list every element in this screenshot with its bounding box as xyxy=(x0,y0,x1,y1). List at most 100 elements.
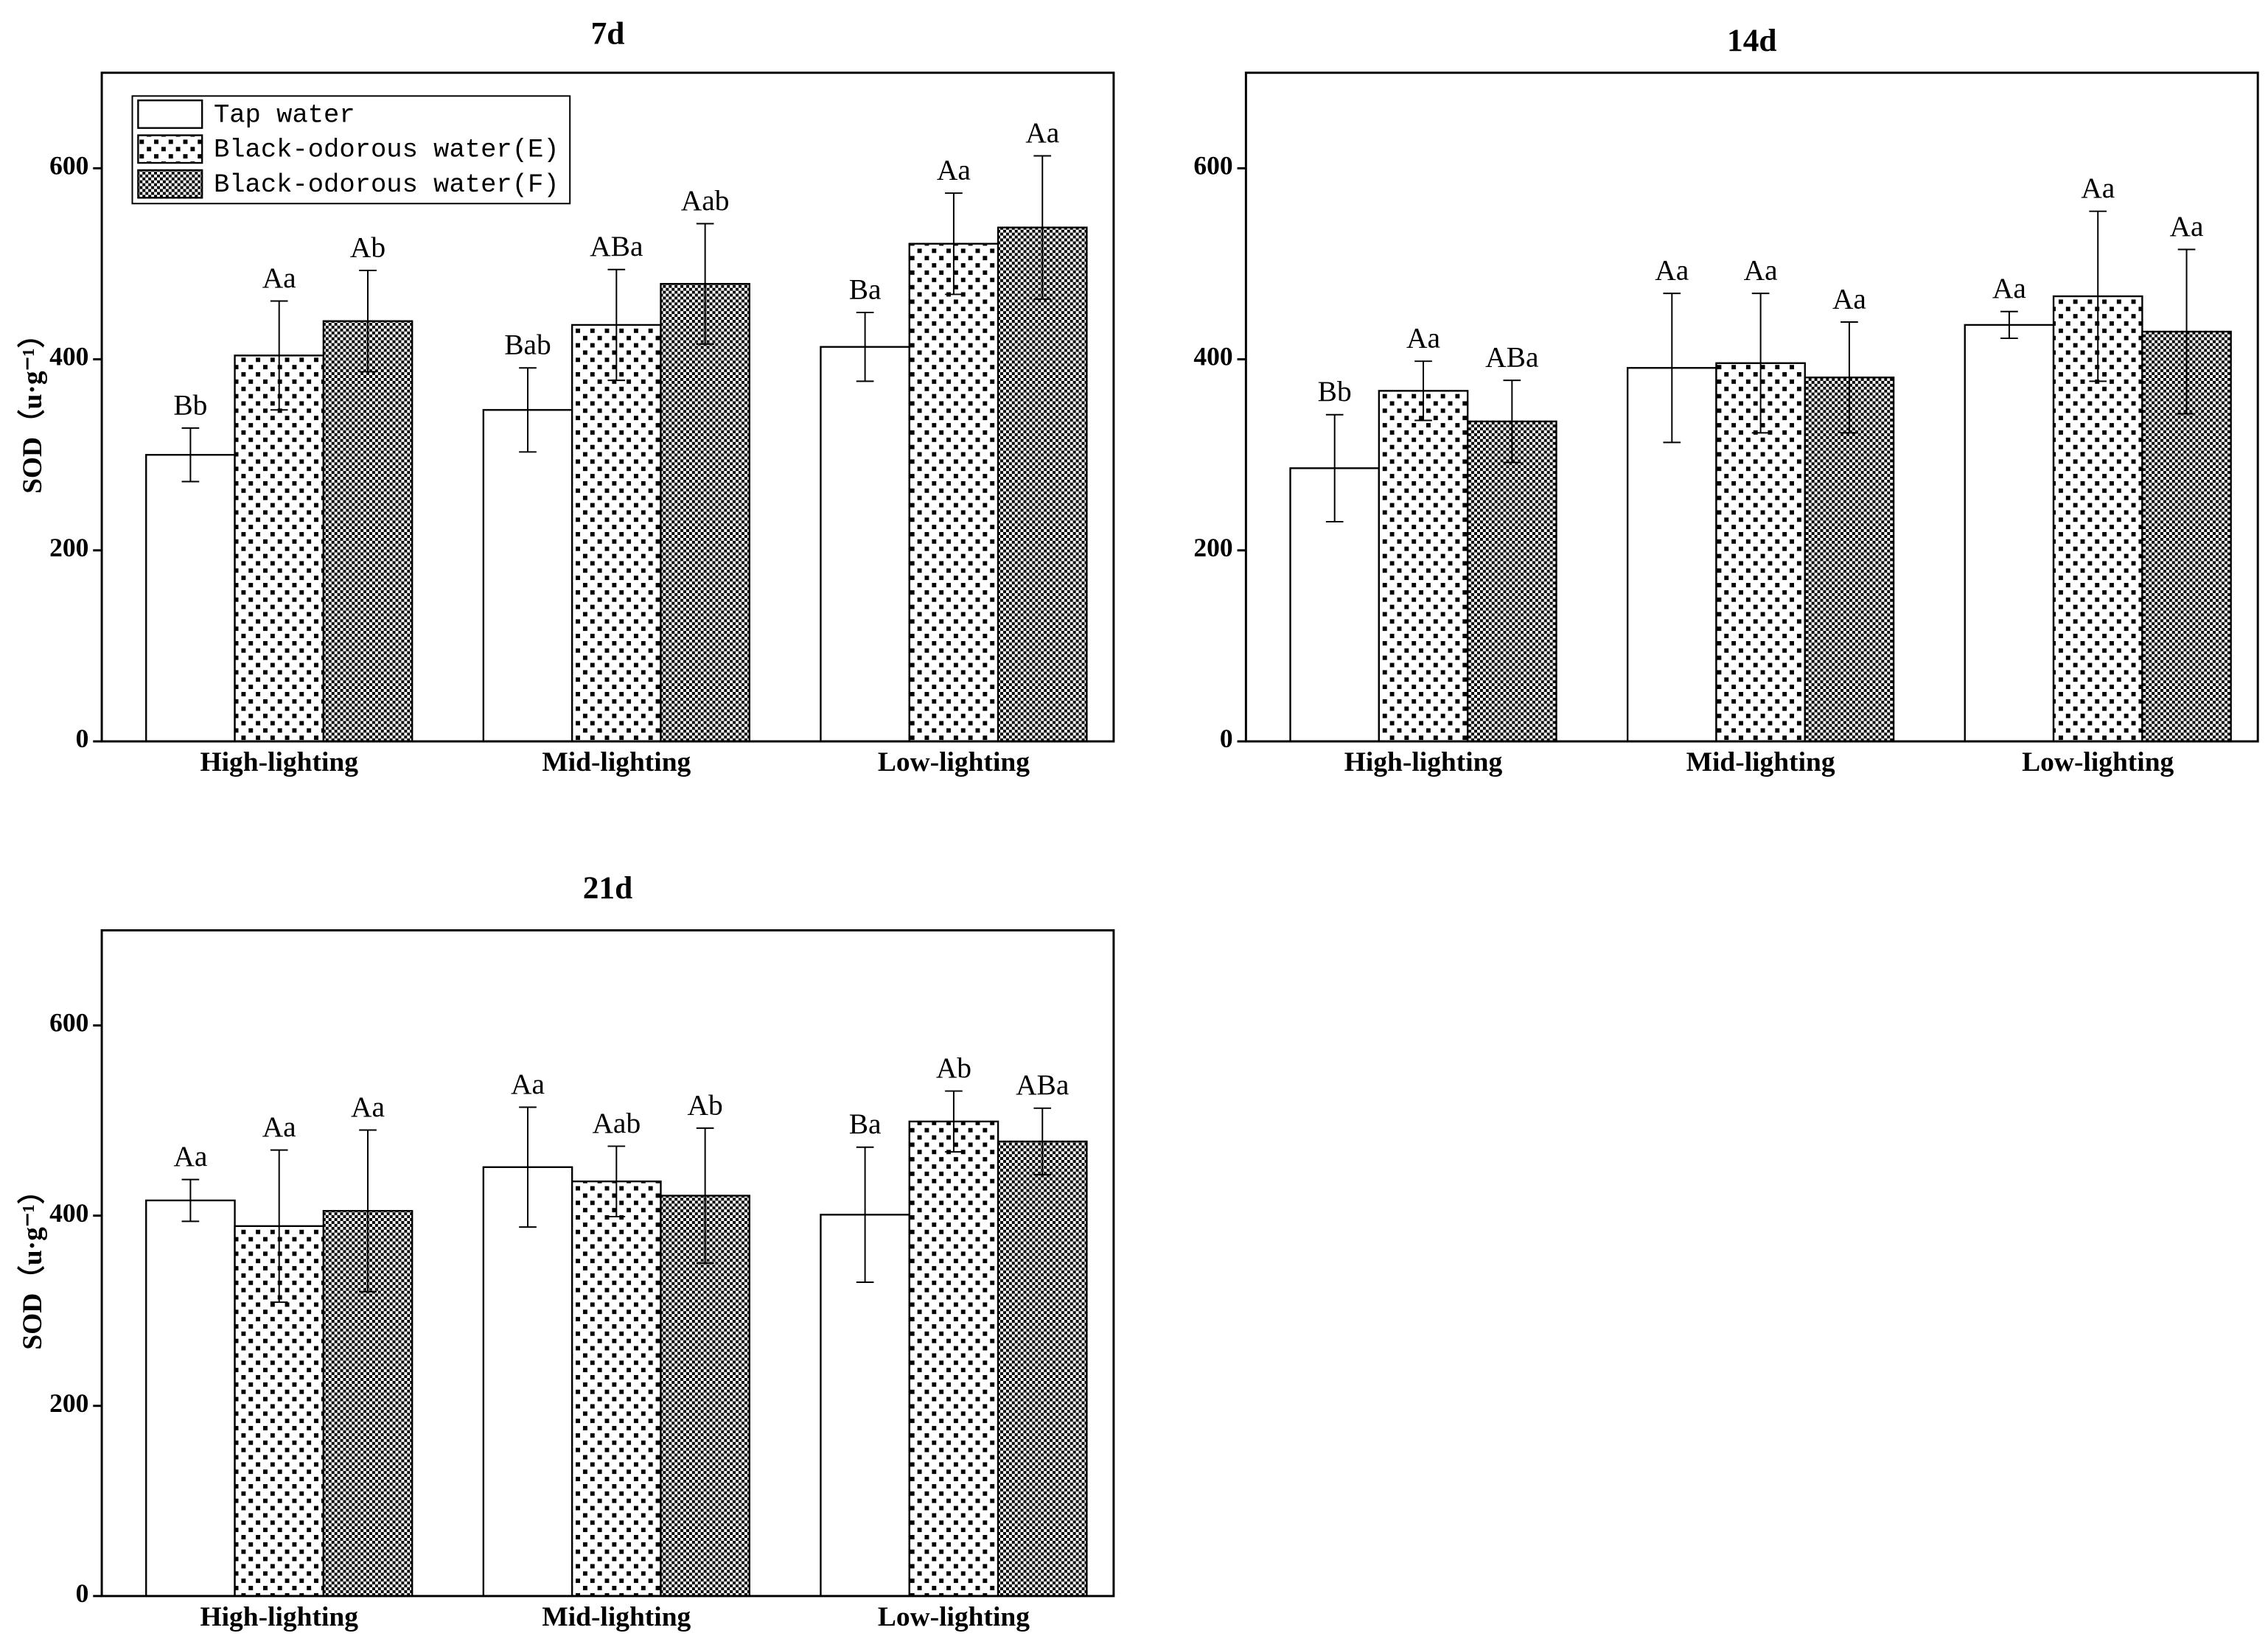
data-label: Aa xyxy=(511,1068,545,1100)
plot-frame xyxy=(100,71,1115,743)
bar xyxy=(1804,377,1895,743)
data-label: Aa xyxy=(1992,272,2026,304)
x-tick-label: High-lighting xyxy=(200,1602,358,1632)
bar xyxy=(1964,324,2055,743)
bar xyxy=(1466,420,1557,743)
data-label: Ba xyxy=(849,273,882,306)
y-tick-label: 400 xyxy=(49,1198,88,1228)
chart-title: 14d xyxy=(1727,23,1777,58)
data-label: ABa xyxy=(1016,1069,1069,1101)
x-tick-label: Mid-lighting xyxy=(1686,747,1835,777)
error-bar xyxy=(1033,1107,1052,1176)
error-bar xyxy=(270,300,288,411)
chart-title: 21d xyxy=(583,870,633,906)
y-tick-label: 0 xyxy=(1220,724,1233,753)
legend-swatch xyxy=(137,99,203,129)
y-tick-label: 600 xyxy=(49,1008,88,1038)
error-bar xyxy=(1663,293,1681,444)
error-bar xyxy=(2177,248,2196,415)
data-label: Aa xyxy=(1406,322,1440,354)
x-tick-label: High-lighting xyxy=(1344,747,1503,777)
x-tick-label: Mid-lighting xyxy=(542,1602,691,1632)
error-bar xyxy=(1414,360,1432,422)
plot-frame xyxy=(1244,71,2259,743)
error-bar xyxy=(1033,155,1052,300)
x-tick-label: Low-lighting xyxy=(878,1602,1030,1632)
data-label: Aab xyxy=(681,184,730,217)
bar xyxy=(908,242,999,743)
data-label: ABa xyxy=(1485,341,1538,374)
bar xyxy=(997,1140,1088,1598)
bar xyxy=(234,354,325,743)
data-label: Aab xyxy=(592,1107,641,1139)
x-tick-label: Low-lighting xyxy=(878,747,1030,777)
bar xyxy=(482,409,573,743)
bar xyxy=(908,1120,999,1598)
data-label: Bb xyxy=(173,388,207,421)
y-tick-label: 0 xyxy=(76,724,89,753)
data-label: ABa xyxy=(590,230,643,262)
y-tick-label: 0 xyxy=(76,1578,89,1608)
error-bar xyxy=(519,367,537,453)
y-tick-label: 200 xyxy=(49,1388,88,1418)
error-bar xyxy=(945,192,963,296)
bar xyxy=(820,346,910,743)
data-label: Aa xyxy=(2081,172,2115,204)
bar xyxy=(145,1199,236,1598)
error-bar xyxy=(1503,380,1521,464)
x-tick-label: Low-lighting xyxy=(2022,747,2174,777)
error-bar xyxy=(1840,321,1858,434)
data-label: Bb xyxy=(1318,375,1352,408)
error-bar xyxy=(359,270,377,373)
data-label: Bab xyxy=(504,329,551,361)
y-tick-label: 400 xyxy=(1193,342,1232,371)
bar xyxy=(997,226,1088,743)
bar xyxy=(145,454,236,743)
error-bar xyxy=(696,1127,714,1265)
bar xyxy=(482,1166,573,1598)
x-tick-label: Mid-lighting xyxy=(542,747,691,777)
data-label: Ab xyxy=(350,231,385,263)
error-bar xyxy=(856,1146,874,1283)
legend-label: Tap water xyxy=(214,99,355,130)
error-bar xyxy=(181,1178,200,1223)
y-tick-label: 400 xyxy=(49,342,88,371)
data-label: Ab xyxy=(688,1088,723,1121)
data-label: Aa xyxy=(1832,282,1866,315)
legend-swatch xyxy=(137,169,203,199)
bar xyxy=(1378,390,1469,743)
y-tick-label: 600 xyxy=(49,150,88,180)
legend-label: Black-odorous water(E) xyxy=(214,135,559,165)
data-label: Aa xyxy=(937,153,971,186)
chart-title: 7d xyxy=(591,15,625,51)
x-tick-label: High-lighting xyxy=(200,747,358,777)
data-label: Aa xyxy=(262,262,296,294)
error-bar xyxy=(2000,310,2018,340)
data-label: Aa xyxy=(2170,210,2204,242)
bar xyxy=(660,283,750,743)
y-tick-label: 200 xyxy=(49,533,88,562)
error-bar xyxy=(856,312,874,382)
y-axis-label: SOD（u·g⁻¹） xyxy=(17,321,48,494)
data-label: Ab xyxy=(936,1052,971,1084)
y-tick-label: 600 xyxy=(1193,150,1232,180)
error-bar xyxy=(1325,413,1344,522)
bar xyxy=(571,324,662,743)
error-bar xyxy=(696,223,714,345)
data-label: Aa xyxy=(1744,254,1778,287)
error-bar xyxy=(1751,293,1770,434)
data-label: Ba xyxy=(849,1108,882,1140)
y-tick-label: 200 xyxy=(1193,533,1232,562)
legend-swatch xyxy=(137,134,203,164)
error-bar xyxy=(945,1090,963,1153)
bar xyxy=(571,1180,662,1598)
error-bar xyxy=(607,1145,626,1217)
legend-label: Black-odorous water(F) xyxy=(214,169,559,200)
data-label: Aa xyxy=(262,1111,296,1143)
data-label: Aa xyxy=(1655,254,1689,287)
error-bar xyxy=(607,268,626,382)
plot-frame xyxy=(100,929,1115,1598)
data-label: Aa xyxy=(173,1140,207,1172)
y-axis-label: SOD（u·g⁻¹） xyxy=(17,1177,48,1350)
